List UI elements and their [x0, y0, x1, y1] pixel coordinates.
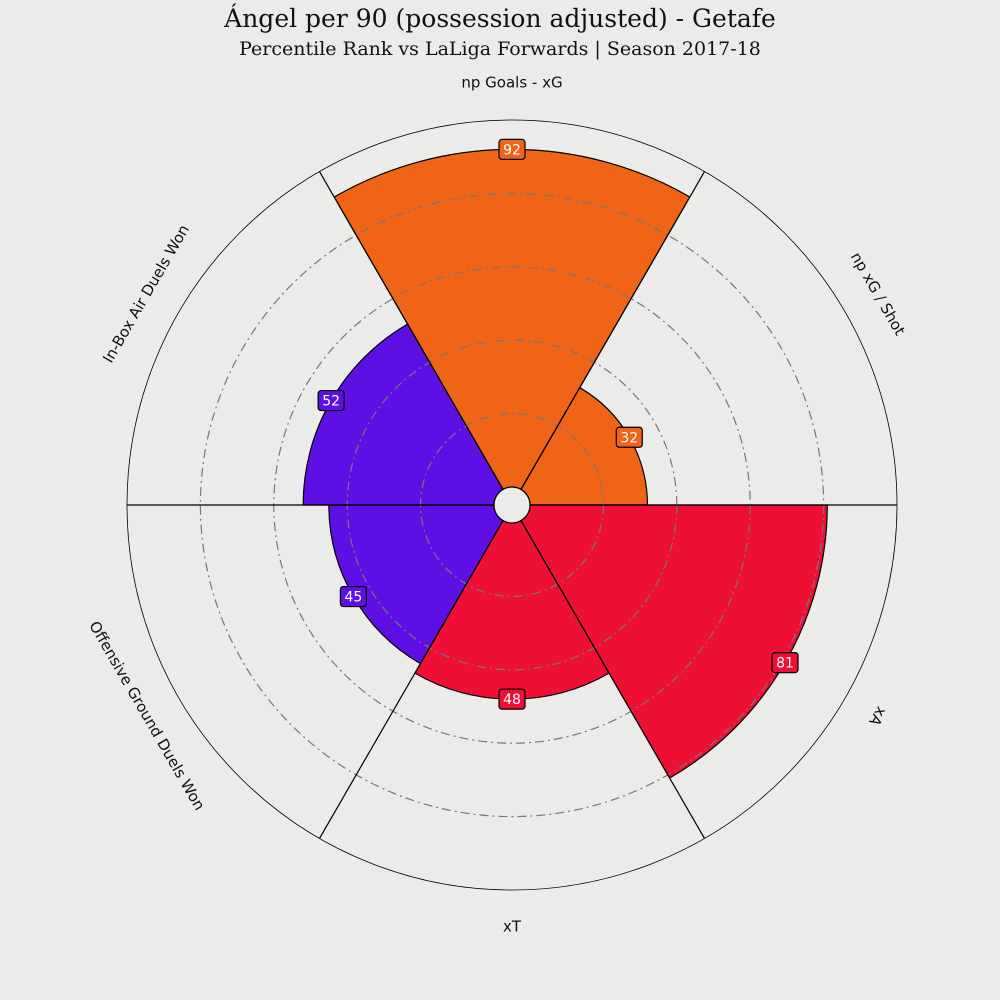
- value-label-text: 32: [620, 430, 638, 446]
- category-label-3: xT: [503, 918, 522, 936]
- spoke-3: [520, 520, 706, 839]
- value-label-box: [771, 652, 799, 674]
- value-label-box: [498, 138, 526, 160]
- spoke-0: [318, 171, 504, 490]
- value-label-text: 81: [776, 656, 794, 672]
- category-label-2: xA: [865, 703, 891, 729]
- spoke-1: [520, 171, 706, 490]
- category-label-1: np xG / Shot: [847, 249, 909, 339]
- chart-title: Ángel per 90 (possession adjusted) - Get…: [224, 4, 776, 33]
- value-label-4: 45: [339, 585, 367, 608]
- value-label-text: 52: [322, 394, 340, 410]
- value-label-0: 92: [498, 138, 526, 160]
- spoke-4: [318, 520, 504, 839]
- center-hole: [493, 486, 531, 524]
- value-label-box: [615, 426, 643, 448]
- category-label-0: np Goals - xG: [461, 74, 562, 92]
- chart-subtitle: Percentile Rank vs LaLiga Forwards | Sea…: [239, 38, 761, 60]
- value-label-text: 48: [503, 692, 521, 708]
- value-label-box: [498, 688, 526, 710]
- value-label-3: 48: [498, 688, 526, 710]
- value-label-box: [339, 585, 367, 608]
- value-label-text: 45: [344, 590, 362, 606]
- value-label-2: 81: [771, 652, 799, 674]
- value-label-text: 92: [503, 142, 521, 158]
- value-label-5: 52: [317, 389, 345, 412]
- value-label-1: 32: [615, 426, 643, 448]
- value-label-box: [317, 389, 345, 412]
- grid-layer: [126, 119, 898, 891]
